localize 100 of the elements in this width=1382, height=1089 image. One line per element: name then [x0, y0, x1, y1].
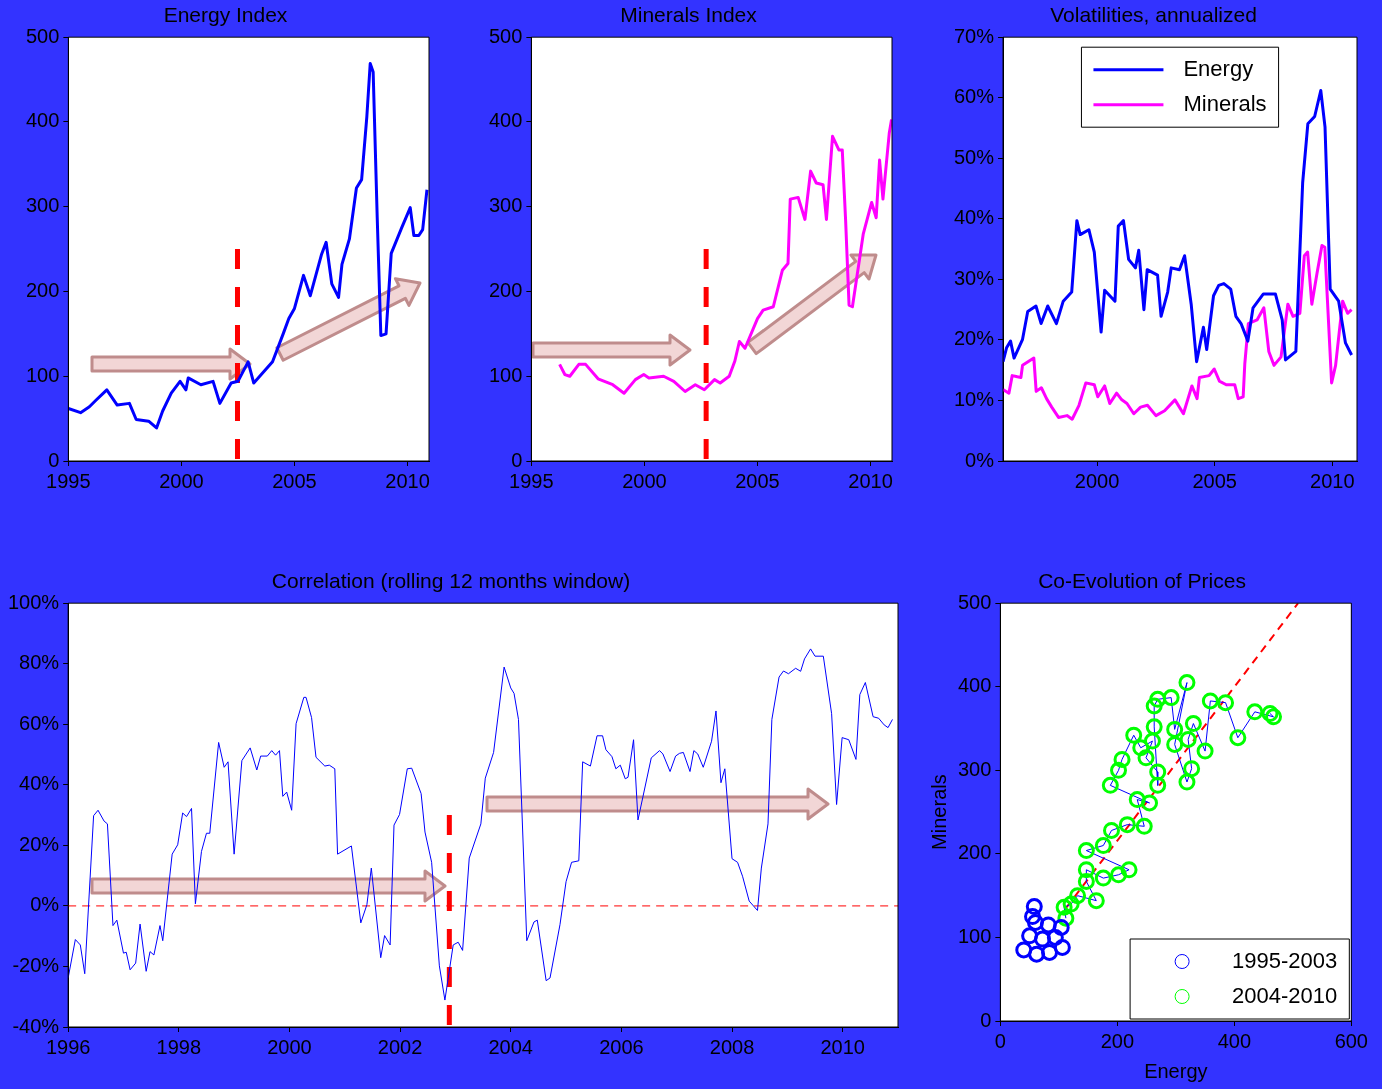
x-tick-label: 200 — [1100, 1029, 1135, 1052]
y-tick-label: 100 — [488, 363, 523, 386]
point — [1166, 720, 1184, 738]
point — [1145, 697, 1163, 715]
point — [1021, 927, 1039, 945]
x-tick-label: 2010 — [385, 469, 430, 492]
point — [1125, 726, 1143, 744]
point — [1141, 794, 1159, 812]
y-tick-label: 20% — [954, 327, 995, 350]
point — [1135, 817, 1153, 835]
point — [1077, 842, 1095, 860]
y-tick-label: 500 — [957, 590, 992, 613]
point — [1120, 861, 1138, 879]
chart-title: Energy Index — [163, 3, 288, 27]
point — [1128, 791, 1146, 809]
point — [1053, 938, 1071, 956]
point — [1143, 732, 1161, 750]
legend-label: Energy — [1183, 55, 1254, 81]
y-tick-label: 0 — [48, 448, 60, 471]
y-tick-label: 100 — [957, 924, 992, 947]
point — [1149, 763, 1167, 781]
point — [1015, 941, 1033, 959]
x-tick-label: 2000 — [1074, 469, 1120, 492]
point — [1166, 735, 1184, 753]
y-tick-label: 100% — [8, 590, 60, 613]
y-tick-label: 0 — [511, 448, 523, 471]
y-tick-label: 400 — [957, 674, 992, 697]
point — [1229, 729, 1247, 747]
x-tick-label: 2000 — [159, 469, 204, 492]
y-tick-label: 40% — [19, 772, 60, 795]
point — [1077, 861, 1095, 879]
point — [1077, 872, 1095, 890]
y-tick-label: 400 — [488, 109, 523, 132]
y-tick-label: 300 — [488, 194, 523, 217]
point — [1025, 898, 1043, 916]
x-tick-label: 2010 — [1310, 469, 1355, 492]
x-tick-label: 400 — [1217, 1029, 1252, 1052]
y-tick-label: 500 — [25, 24, 60, 47]
point — [1261, 705, 1279, 722]
x-tick-label: 2000 — [267, 1035, 312, 1058]
point — [1149, 776, 1167, 794]
point — [1113, 750, 1131, 768]
x-tick-label: 2002 — [377, 1035, 423, 1058]
x-tick-label: 2005 — [1192, 469, 1237, 492]
point — [1069, 887, 1087, 905]
point — [1026, 913, 1044, 931]
point — [1055, 898, 1073, 916]
point — [1028, 945, 1046, 963]
y-tick-label: -20% — [12, 953, 60, 976]
point — [1132, 739, 1150, 757]
y-tick-label: 80% — [19, 651, 60, 674]
x-tick-label: 2005 — [272, 469, 317, 492]
point — [1039, 916, 1057, 934]
point — [1062, 895, 1080, 913]
point — [1201, 692, 1219, 710]
x-tick-label: 2006 — [599, 1035, 644, 1058]
chart-title: Minerals Index — [620, 3, 758, 27]
y-tick-label: 0% — [30, 893, 60, 916]
y-tick-label: 50% — [954, 145, 995, 168]
y-tick-label: 200 — [957, 841, 992, 864]
point — [1217, 694, 1235, 712]
point — [1041, 943, 1058, 961]
legend-label: Minerals — [1183, 90, 1267, 116]
x-tick-label: 1995 — [46, 469, 91, 492]
point — [1183, 760, 1201, 778]
x-tick-label: 2000 — [622, 469, 667, 492]
y-tick-label: 200 — [488, 279, 523, 301]
x-tick-label: 2005 — [735, 469, 780, 492]
point — [1178, 674, 1196, 692]
y-tick-label: 200 — [25, 279, 60, 301]
y-tick-label: 500 — [488, 24, 523, 47]
x-tick-label: 2010 — [820, 1035, 865, 1058]
point — [1246, 703, 1264, 721]
point — [1094, 837, 1112, 855]
point — [1145, 718, 1163, 736]
point — [1087, 892, 1105, 910]
x-tick-label: 2010 — [848, 469, 893, 492]
y-tick-label: 0 — [980, 1008, 992, 1031]
x-tick-label: 1996 — [45, 1035, 91, 1058]
y-axis-title: Minerals — [927, 774, 950, 850]
point — [1137, 749, 1155, 767]
point — [1094, 869, 1112, 887]
point — [1046, 928, 1064, 946]
y-tick-label: 400 — [25, 109, 60, 132]
point — [1178, 773, 1196, 791]
point — [1196, 742, 1214, 760]
y-tick-label: 100 — [25, 363, 60, 386]
legend-label: 2004-2010 — [1232, 982, 1338, 1008]
point — [1052, 918, 1070, 936]
y-tick-label: 60% — [954, 85, 995, 108]
point — [1184, 715, 1202, 733]
y-tick-label: 20% — [19, 832, 60, 855]
y-tick-label: 0% — [965, 448, 995, 471]
chart-title: Co-Evolution of Prices — [1038, 569, 1246, 593]
legend-label: 1995-2003 — [1232, 947, 1338, 973]
chart-title: Volatilities, annualized — [1050, 3, 1257, 27]
x-tick-label: 2008 — [709, 1035, 755, 1058]
point — [1118, 816, 1136, 834]
y-tick-label: 300 — [25, 194, 60, 217]
x-tick-label: 1998 — [156, 1035, 202, 1058]
